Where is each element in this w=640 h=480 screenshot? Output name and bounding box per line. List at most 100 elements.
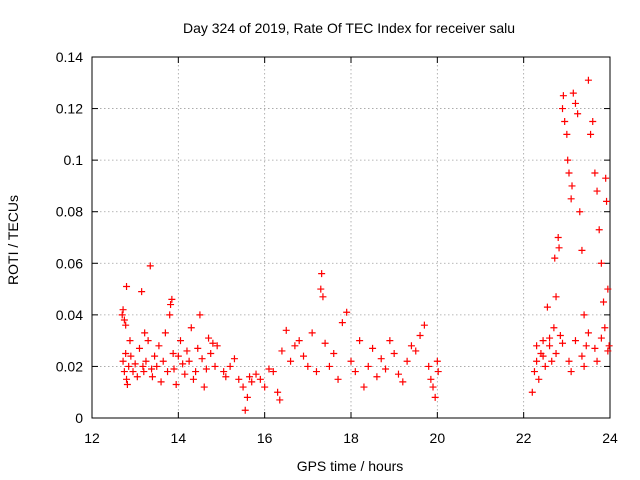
data-point bbox=[605, 342, 613, 350]
data-point bbox=[548, 357, 556, 365]
data-point bbox=[123, 282, 131, 290]
data-point bbox=[589, 117, 597, 125]
data-point bbox=[597, 334, 605, 342]
data-point bbox=[200, 383, 208, 391]
x-tick-label: 14 bbox=[171, 430, 187, 446]
data-point bbox=[220, 368, 228, 376]
data-point bbox=[539, 337, 547, 345]
data-point bbox=[343, 308, 351, 316]
data-point bbox=[119, 357, 127, 365]
data-point bbox=[194, 344, 202, 352]
data-point bbox=[207, 350, 215, 358]
data-point bbox=[603, 197, 611, 205]
data-point bbox=[140, 368, 148, 376]
data-point bbox=[591, 169, 599, 177]
data-point bbox=[151, 352, 159, 360]
data-point bbox=[133, 373, 141, 381]
data-point bbox=[578, 352, 586, 360]
data-point bbox=[276, 396, 284, 404]
data-point bbox=[386, 337, 394, 345]
data-point bbox=[595, 226, 603, 234]
data-point bbox=[295, 337, 303, 345]
data-point bbox=[578, 246, 586, 254]
data-point bbox=[287, 357, 295, 365]
data-point bbox=[591, 344, 599, 352]
data-point bbox=[427, 375, 435, 383]
data-point bbox=[189, 375, 197, 383]
data-point bbox=[308, 329, 316, 337]
data-point bbox=[550, 324, 558, 332]
data-point bbox=[239, 383, 247, 391]
data-point bbox=[202, 365, 210, 373]
data-point bbox=[125, 362, 133, 370]
data-point bbox=[559, 339, 567, 347]
data-point bbox=[300, 352, 308, 360]
x-tick-label: 18 bbox=[343, 430, 359, 446]
data-point bbox=[139, 362, 147, 370]
data-point bbox=[360, 383, 368, 391]
data-point bbox=[593, 187, 601, 195]
data-point bbox=[563, 130, 571, 138]
x-axis-label: GPS time / hours bbox=[297, 458, 404, 474]
data-point bbox=[546, 334, 554, 342]
data-point bbox=[131, 360, 139, 368]
data-point bbox=[174, 352, 182, 360]
data-points bbox=[118, 76, 613, 414]
data-point bbox=[129, 368, 137, 376]
data-point bbox=[551, 254, 559, 262]
data-point bbox=[539, 352, 547, 360]
data-point bbox=[356, 337, 364, 345]
data-point bbox=[185, 357, 193, 365]
data-point bbox=[567, 368, 575, 376]
y-tick-label: 0.04 bbox=[56, 307, 83, 323]
data-point bbox=[256, 375, 264, 383]
data-point bbox=[269, 368, 277, 376]
data-point bbox=[412, 347, 420, 355]
x-tick-label: 22 bbox=[516, 430, 532, 446]
data-point bbox=[235, 375, 243, 383]
data-point bbox=[153, 362, 161, 370]
data-point bbox=[567, 195, 575, 203]
data-point bbox=[569, 89, 577, 97]
data-point bbox=[304, 362, 312, 370]
data-point bbox=[291, 342, 299, 350]
y-tick-label: 0.14 bbox=[56, 49, 83, 65]
data-point bbox=[167, 301, 175, 309]
data-point bbox=[282, 326, 290, 334]
data-point bbox=[155, 342, 163, 350]
x-tick-label: 24 bbox=[602, 430, 618, 446]
data-point bbox=[584, 329, 592, 337]
data-point bbox=[246, 373, 254, 381]
data-point bbox=[141, 329, 149, 337]
data-point bbox=[166, 311, 174, 319]
data-point bbox=[394, 370, 402, 378]
data-point bbox=[144, 337, 152, 345]
data-point bbox=[364, 362, 372, 370]
data-point bbox=[556, 331, 564, 339]
data-point bbox=[211, 362, 219, 370]
data-point bbox=[431, 393, 439, 401]
data-point bbox=[325, 362, 333, 370]
data-point bbox=[243, 393, 251, 401]
data-point bbox=[176, 337, 184, 345]
data-point bbox=[587, 130, 595, 138]
data-point bbox=[205, 334, 213, 342]
data-point bbox=[146, 262, 154, 270]
data-point bbox=[546, 342, 554, 350]
data-point bbox=[604, 347, 612, 355]
data-point bbox=[226, 362, 234, 370]
data-point bbox=[373, 373, 381, 381]
data-point bbox=[142, 357, 150, 365]
data-point bbox=[198, 355, 206, 363]
data-point bbox=[122, 350, 130, 358]
data-point bbox=[330, 350, 338, 358]
data-point bbox=[600, 298, 608, 306]
data-point bbox=[248, 378, 256, 386]
y-tick-label: 0.12 bbox=[56, 101, 83, 117]
y-tick-label: 0.1 bbox=[64, 152, 84, 168]
data-point bbox=[533, 357, 541, 365]
data-point bbox=[543, 303, 551, 311]
data-point bbox=[161, 329, 169, 337]
data-point bbox=[317, 285, 325, 293]
data-point bbox=[434, 368, 442, 376]
